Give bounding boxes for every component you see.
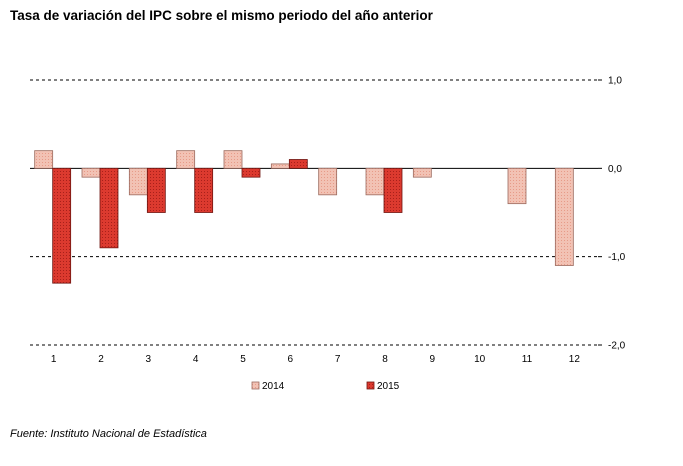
y-tick-label: 0,0	[608, 164, 622, 175]
x-tick-label: 6	[288, 354, 294, 365]
x-tick-label: 4	[193, 354, 199, 365]
bar-2015-8	[383, 167, 403, 213]
bar-2014-9	[412, 167, 432, 178]
y-tick-label: -1,0	[608, 252, 626, 263]
bar-2014-6	[270, 163, 290, 169]
x-tick-label: 8	[382, 354, 388, 365]
bar-2014-12	[554, 167, 574, 266]
bar-2015-3	[146, 167, 166, 213]
bar-2015-5	[241, 167, 261, 178]
legend-label-2015: 2015	[377, 381, 400, 392]
x-tick-label: 9	[430, 354, 436, 365]
bar-2015-1	[52, 167, 72, 284]
bar-2014-1	[34, 150, 54, 169]
x-tick-label: 7	[335, 354, 341, 365]
bar-2014-2	[81, 167, 101, 178]
x-tick-label: 3	[146, 354, 152, 365]
y-tick-label: -2,0	[608, 341, 626, 352]
chart-title: Tasa de variación del IPC sobre el mismo…	[10, 8, 433, 23]
x-tick-label: 10	[474, 354, 486, 365]
source-note: Fuente: Instituto Nacional de Estadístic…	[10, 428, 207, 440]
legend-label-2014: 2014	[262, 381, 285, 392]
x-tick-label: 12	[569, 354, 581, 365]
bar-2014-4	[176, 150, 196, 169]
bar-2014-8	[365, 167, 385, 196]
bar-2014-7	[318, 167, 338, 196]
bar-2015-2	[99, 167, 119, 249]
y-tick-label: 1,0	[608, 76, 622, 87]
bar-2015-6	[288, 159, 308, 169]
legend-swatch-2015	[366, 381, 375, 390]
x-tick-label: 2	[98, 354, 104, 365]
bar-2014-3	[128, 167, 148, 196]
x-tick-label: 1	[51, 354, 57, 365]
bar-2014-5	[223, 150, 243, 169]
x-tick-label: 5	[240, 354, 246, 365]
bar-2014-11	[507, 167, 527, 205]
bar-2015-4	[194, 167, 214, 213]
legend-swatch-2014	[251, 381, 260, 390]
x-tick-label: 11	[522, 354, 533, 365]
